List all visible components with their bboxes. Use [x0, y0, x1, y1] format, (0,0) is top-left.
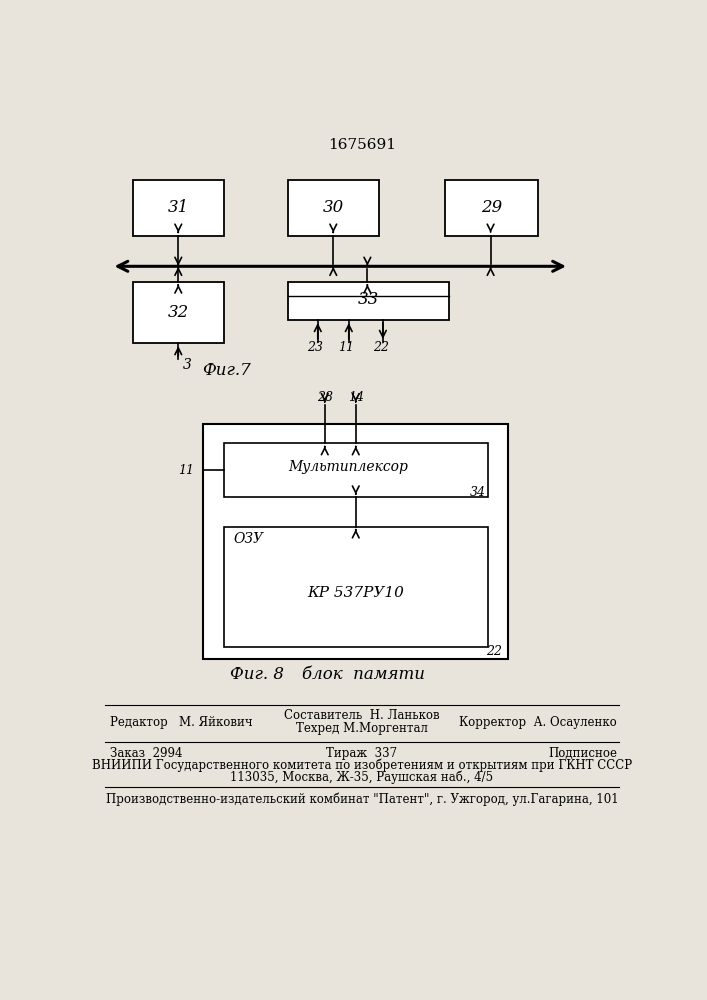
- Bar: [288, 180, 379, 235]
- Text: 31: 31: [168, 199, 189, 216]
- Text: Мультиплексор: Мультиплексор: [288, 460, 408, 474]
- Text: блок  памяти: блок памяти: [302, 666, 425, 683]
- Text: ВНИИПИ Государственного комитета по изобретениям и открытиям при ГКНТ СССР: ВНИИПИ Государственного комитета по изоб…: [92, 759, 632, 772]
- Text: 11: 11: [339, 341, 354, 354]
- Text: 30: 30: [323, 199, 344, 216]
- Bar: [134, 282, 224, 343]
- Text: КР 537РУ10: КР 537РУ10: [308, 586, 404, 600]
- Text: Фиг.7: Фиг.7: [202, 362, 251, 379]
- Bar: [288, 282, 449, 320]
- Text: Составитель  Н. Ланьков: Составитель Н. Ланьков: [284, 709, 440, 722]
- Text: 3: 3: [183, 358, 192, 372]
- Bar: [224, 443, 488, 497]
- Bar: [445, 180, 538, 235]
- Text: ОЗУ: ОЗУ: [233, 532, 263, 546]
- Text: 113035, Москва, Ж-35, Раушская наб., 4/5: 113035, Москва, Ж-35, Раушская наб., 4/5: [230, 770, 493, 784]
- Text: Заказ  2994: Заказ 2994: [110, 747, 182, 760]
- Text: 22: 22: [373, 341, 389, 354]
- Text: 22: 22: [486, 645, 502, 658]
- Text: Техред М.Моргентал: Техред М.Моргентал: [296, 722, 428, 735]
- Text: Корректор  А. Осауленко: Корректор А. Осауленко: [459, 716, 617, 729]
- Text: 14: 14: [348, 391, 363, 404]
- Text: Фиг. 8: Фиг. 8: [230, 666, 284, 683]
- Text: Производственно-издательский комбинат "Патент", г. Ужгород, ул.Гагарина, 101: Производственно-издательский комбинат "П…: [105, 792, 618, 806]
- Text: 1675691: 1675691: [328, 138, 396, 152]
- Text: Подписное: Подписное: [548, 747, 617, 760]
- Text: Редактор   М. Яйкович: Редактор М. Яйкович: [110, 716, 252, 729]
- Text: 33: 33: [358, 291, 379, 308]
- Text: 32: 32: [168, 304, 189, 321]
- Text: 28: 28: [317, 391, 333, 404]
- Text: 29: 29: [481, 199, 502, 216]
- Bar: [224, 527, 488, 647]
- Text: 11: 11: [178, 464, 194, 477]
- Bar: [134, 180, 224, 235]
- Text: Тираж  337: Тираж 337: [327, 747, 397, 760]
- Text: 34: 34: [470, 486, 486, 499]
- Bar: [203, 424, 508, 659]
- Text: 23: 23: [307, 341, 322, 354]
